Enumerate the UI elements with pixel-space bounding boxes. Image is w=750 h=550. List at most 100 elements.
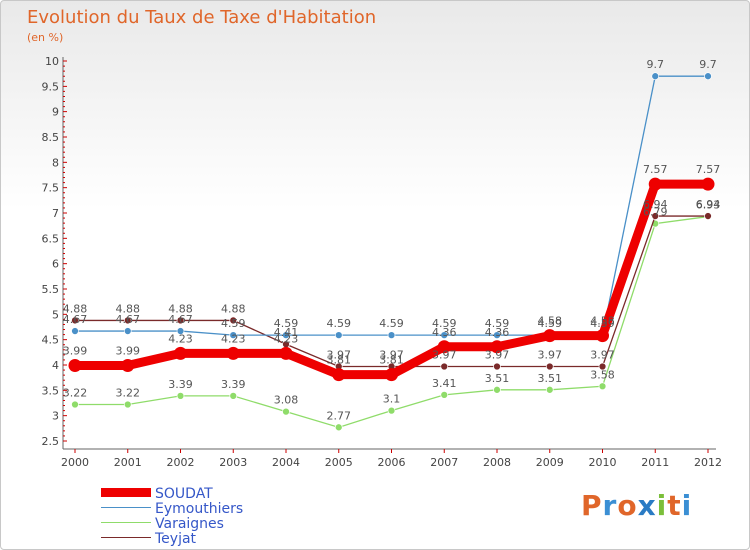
data-point-soudat xyxy=(437,340,451,354)
data-point-eymouthiers xyxy=(176,327,185,335)
logo-letter: o xyxy=(617,489,638,522)
data-point-soudat xyxy=(279,346,293,360)
data-point-varaignes xyxy=(229,392,238,400)
y-tick-label: 8.5 xyxy=(42,131,60,144)
y-tick-label: 6 xyxy=(52,258,59,271)
legend-label-varaignes: Varaignes xyxy=(155,516,224,532)
x-tick-label: 2010 xyxy=(589,456,617,469)
chart-title: Evolution du Taux de Taxe d'Habitation xyxy=(27,7,377,28)
data-label-eymouthiers: 4.67 xyxy=(168,313,193,326)
y-tick-label: 4 xyxy=(52,359,59,372)
data-point-varaignes xyxy=(123,400,132,409)
x-tick-label: 2005 xyxy=(325,456,353,469)
x-tick-label: 2009 xyxy=(536,456,564,469)
data-point-varaignes xyxy=(598,382,607,391)
x-tick-label: 2007 xyxy=(430,456,458,469)
y-tick-label: 5.5 xyxy=(42,283,60,296)
data-label-eymouthiers: 4.59 xyxy=(221,317,246,330)
data-label-eymouthiers: 4.67 xyxy=(63,313,88,326)
data-label-eymouthiers: 4.59 xyxy=(538,317,563,330)
data-label-varaignes: 3.39 xyxy=(168,378,193,391)
x-tick-label: 2003 xyxy=(219,456,247,469)
data-label-teyjat: 3.97 xyxy=(327,349,352,362)
data-label-varaignes: 3.51 xyxy=(485,372,510,385)
data-point-teyjat xyxy=(545,362,554,371)
data-label-soudat: 4.58 xyxy=(538,315,563,328)
data-point-varaignes xyxy=(282,407,290,416)
data-label-teyjat: 6.94 xyxy=(643,198,668,211)
logo-letter: t xyxy=(667,489,682,522)
y-tick-label: 9.5 xyxy=(42,80,60,93)
data-label-eymouthiers: 4.59 xyxy=(432,317,457,330)
data-label-eymouthiers: 4.59 xyxy=(590,317,615,330)
data-labels-layer: 3.22 3.22 3.39 3.39 3.08 2.77 3.1 3.41 3.51 3.51 3… xyxy=(63,58,721,422)
data-label-soudat: 3.81 xyxy=(379,354,404,367)
series-layer xyxy=(68,72,715,432)
y-tick-label: 6.5 xyxy=(42,232,60,245)
x-tick-label: 2002 xyxy=(167,456,195,469)
data-point-teyjat xyxy=(440,362,449,371)
y-tick-label: 10 xyxy=(45,55,59,68)
series-line-soudat xyxy=(70,179,713,380)
data-label-varaignes: 3.51 xyxy=(538,372,563,385)
y-tick-label: 5 xyxy=(52,308,59,321)
data-label-teyjat: 3.97 xyxy=(538,349,563,362)
data-label-teyjat: 4.88 xyxy=(63,302,88,315)
data-point-teyjat xyxy=(176,316,185,325)
data-label-varaignes: 3.08 xyxy=(274,394,299,407)
data-point-varaignes xyxy=(176,392,185,400)
axes: 2.5 3 3.5 4 4.5 5 5.5 6 6.5 7 7.5 8 8.5 9 9.5 10 2000 200… xyxy=(42,55,723,469)
data-label-varaignes: 3.58 xyxy=(590,368,615,381)
legend-swatch-eymouthiers xyxy=(101,507,151,508)
data-label-varaignes: 3.22 xyxy=(116,387,141,400)
data-point-teyjat xyxy=(71,316,79,325)
data-point-teyjat xyxy=(229,316,238,325)
data-label-varaignes: 3.1 xyxy=(383,393,401,406)
data-label-teyjat: 3.97 xyxy=(590,349,615,362)
data-label-eymouthiers: 9.7 xyxy=(699,58,717,71)
data-label-eymouthiers: 4.59 xyxy=(379,317,404,330)
data-point-soudat xyxy=(68,359,82,373)
data-label-soudat: 4.23 xyxy=(168,332,193,345)
data-point-eymouthiers xyxy=(387,331,396,339)
data-label-teyjat: 4.88 xyxy=(168,302,193,315)
data-label-soudat: 4.36 xyxy=(432,326,457,339)
data-label-teyjat: 4.41 xyxy=(274,326,299,339)
data-point-soudat xyxy=(121,359,135,373)
data-label-soudat: 3.99 xyxy=(116,345,141,358)
data-point-varaignes xyxy=(387,406,396,415)
legend-label-eymouthiers: Eymouthiers xyxy=(155,501,244,517)
data-point-soudat xyxy=(701,177,715,191)
x-tick-label: 2001 xyxy=(114,456,142,469)
data-label-eymouthiers: 4.59 xyxy=(485,317,510,330)
data-point-teyjat xyxy=(123,316,132,325)
data-label-teyjat: 6.94 xyxy=(696,198,721,211)
data-label-soudat: 4.23 xyxy=(274,332,299,345)
y-tick-label: 9 xyxy=(52,106,59,119)
data-label-varaignes: 6.93 xyxy=(696,199,721,212)
y-tick-label: 3 xyxy=(52,410,59,423)
data-point-soudat xyxy=(332,368,346,382)
data-point-soudat xyxy=(596,329,609,343)
data-label-soudat: 4.23 xyxy=(221,332,246,345)
x-tick-label: 2000 xyxy=(61,456,89,469)
data-label-eymouthiers: 4.59 xyxy=(327,317,352,330)
data-point-eymouthiers xyxy=(123,327,132,335)
data-point-eymouthiers xyxy=(229,331,238,339)
data-point-eymouthiers xyxy=(282,331,290,339)
data-label-eymouthiers: 4.59 xyxy=(274,317,299,330)
data-point-soudat xyxy=(490,340,504,354)
data-point-teyjat xyxy=(493,362,501,371)
data-point-eymouthiers xyxy=(493,331,501,339)
y-tick-label: 3.5 xyxy=(42,384,60,397)
y-tick-label: 2.5 xyxy=(42,435,60,448)
data-point-teyjat xyxy=(598,362,607,371)
data-point-soudat xyxy=(174,346,187,360)
logo-letter: x xyxy=(637,489,657,522)
logo-letter: r xyxy=(602,489,618,522)
x-tick-label: 2006 xyxy=(378,456,406,469)
data-point-varaignes xyxy=(545,385,554,394)
data-label-soudat: 7.57 xyxy=(696,163,721,176)
data-point-soudat xyxy=(226,346,240,360)
data-point-eymouthiers xyxy=(334,331,343,339)
